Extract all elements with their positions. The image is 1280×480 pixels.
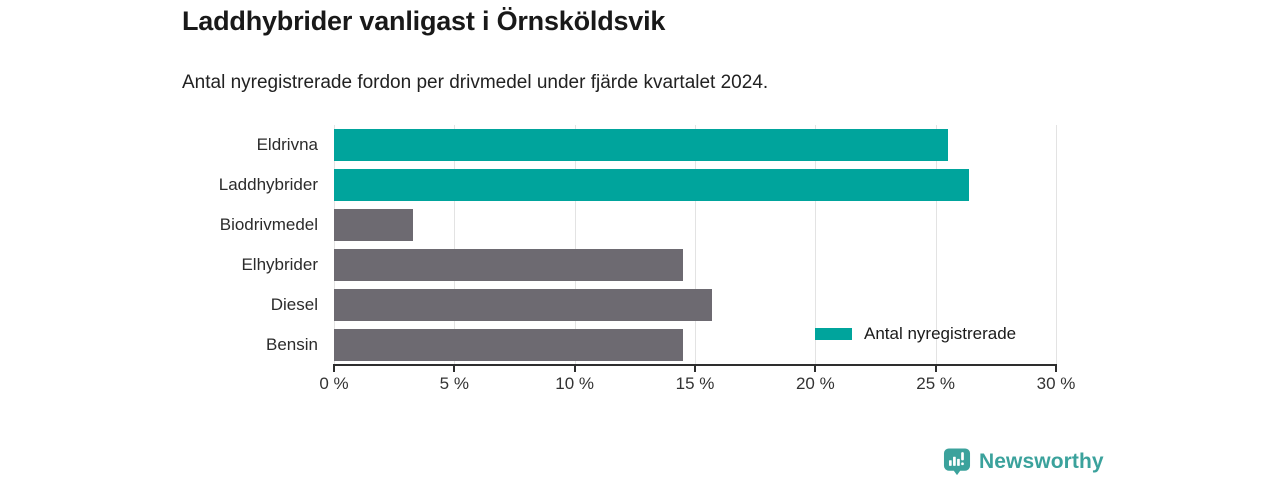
bar-biodrivmedel [334,209,414,241]
legend-swatch [815,328,852,340]
x-tick-label-20: 20 % [795,374,835,393]
bar-bensin [334,329,683,361]
x-tick-mark-25 [934,366,937,372]
gridline-30 [1056,125,1057,365]
category-label-bensin: Bensin [266,335,318,354]
gridline-25 [935,125,937,365]
x-axis-line [333,364,1057,366]
newsworthy-chart-bubble-icon [943,448,971,476]
x-tick-label-30: 30 % [1036,374,1076,393]
bar-elhybrider [334,249,683,281]
x-tick-label-15: 15 % [675,374,715,393]
category-label-biodrivmedel: Biodrivmedel [219,215,318,234]
x-tick-label-0: 0 % [319,374,349,393]
chart-subtitle: Antal nyregistrerade fordon per drivmede… [182,72,769,93]
legend: Antal nyregistrerade [815,321,1016,347]
gridline-10 [574,125,576,365]
x-tick-mark-5 [453,366,456,372]
x-tick-label-25: 25 % [916,374,956,393]
x-tick-mark-10 [573,366,576,372]
bar-laddhybrider [334,169,970,201]
bar-diesel [334,289,712,321]
legend-label: Antal nyregistrerade [864,324,1017,343]
bar-eldrivna [334,129,948,161]
category-label-elhybrider: Elhybrider [241,255,318,274]
gridline-15 [695,125,696,365]
x-tick-mark-15 [694,366,696,372]
plot-area [334,125,1057,365]
x-tick-label-5: 5 % [439,374,469,393]
category-label-diesel: Diesel [270,295,318,314]
newsworthy-logo-text: Newsworthy [979,450,1104,473]
newsworthy-logo[interactable]: Newsworthy [943,447,1104,477]
x-tick-label-10: 10 % [555,374,595,393]
gridline-5 [454,125,456,365]
x-tick-mark-0 [333,366,335,372]
x-tick-mark-20 [814,366,817,372]
gridline-20 [815,125,817,365]
chart-title: Laddhybrider vanligast i Örnsköldsvik [182,6,666,36]
gridline-0 [334,125,335,365]
x-tick-mark-30 [1055,366,1057,372]
category-label-laddhybrider: Laddhybrider [218,175,318,194]
category-label-eldrivna: Eldrivna [256,135,318,154]
